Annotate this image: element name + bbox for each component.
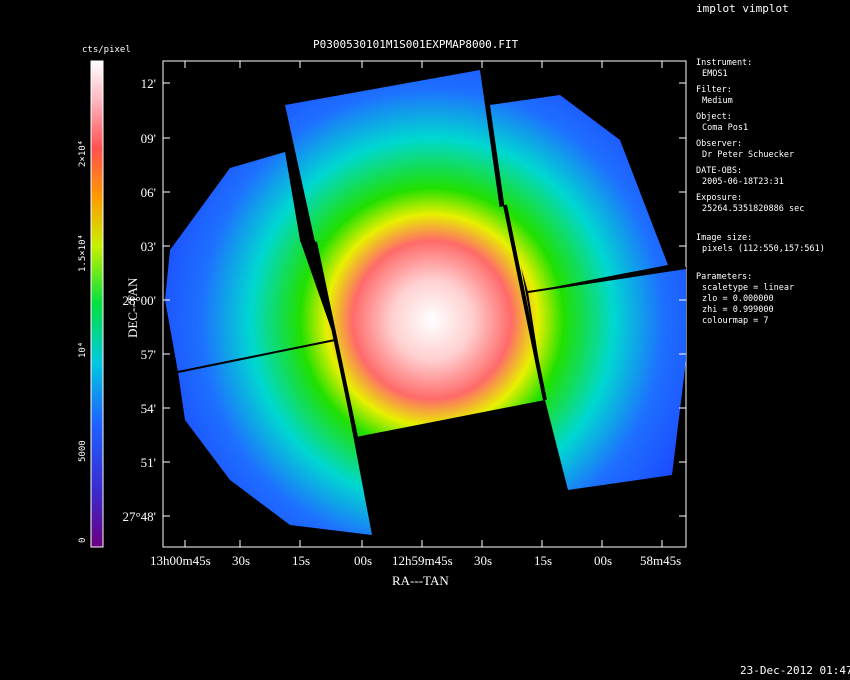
colorbar-unit: cts/pixel bbox=[82, 45, 131, 55]
info-image-size: Image size: pixels (112:550,157:561) bbox=[696, 233, 825, 255]
info-label: Exposure: bbox=[696, 193, 743, 203]
info-label: Image size: bbox=[696, 233, 753, 243]
x-tick-label: 15s bbox=[534, 553, 553, 568]
y-tick-label: 28°00' bbox=[122, 293, 156, 308]
info-label: Object: bbox=[696, 112, 732, 122]
x-tick-label: 00s bbox=[594, 553, 613, 568]
colorbar-tick: 10⁴ bbox=[78, 341, 88, 358]
plot-title: P0300530101M1S001EXPMAP8000.FIT bbox=[313, 38, 519, 51]
window-title: implot vimplot bbox=[696, 2, 789, 15]
colorbar-tick: 2×10⁴ bbox=[78, 139, 88, 167]
x-tick-label: 12h59m45s bbox=[392, 553, 453, 568]
info-value: EMOS1 bbox=[702, 69, 728, 79]
info-parameters: Parameters: scaletype = linear zlo = 0.0… bbox=[696, 272, 794, 327]
y-tick-label: 06' bbox=[140, 185, 156, 200]
info-label: Instrument: bbox=[696, 58, 753, 68]
info-value: Dr Peter Schuecker bbox=[702, 150, 795, 160]
timestamp: 23-Dec-2012 01:47 bbox=[740, 664, 850, 677]
info-label: Observer: bbox=[696, 139, 743, 149]
y-tick-label: 12' bbox=[140, 76, 156, 91]
info-date-obs: DATE-OBS: 2005-06-18T23:31 bbox=[696, 166, 784, 188]
y-tick-label: 03' bbox=[140, 239, 156, 254]
x-ticks bbox=[184, 61, 663, 547]
info-label: Parameters: bbox=[696, 272, 753, 282]
x-axis-label: RA---TAN bbox=[392, 573, 449, 588]
info-instrument: Instrument: EMOS1 bbox=[696, 58, 752, 80]
y-tick-label: 09' bbox=[140, 131, 156, 146]
info-exposure: Exposure: 25264.5351820886 sec bbox=[696, 193, 804, 215]
y-tick-label: 54' bbox=[140, 401, 156, 416]
info-value: Medium bbox=[702, 96, 733, 106]
param-line: scaletype = linear bbox=[702, 283, 795, 293]
info-value: Coma Pos1 bbox=[702, 123, 749, 133]
x-tick-label: 00s bbox=[354, 553, 373, 568]
x-tick-label: 30s bbox=[474, 553, 493, 568]
y-axis-label: DEC--TAN bbox=[125, 277, 140, 338]
colorbar-tick: 5000 bbox=[78, 440, 88, 462]
exposure-map bbox=[165, 70, 686, 535]
x-tick-label: 30s bbox=[232, 553, 251, 568]
info-value: 25264.5351820886 sec bbox=[702, 204, 805, 214]
x-tick-label: 58m45s bbox=[640, 553, 682, 568]
y-ticks bbox=[163, 82, 686, 517]
x-tick-label: 15s bbox=[292, 553, 311, 568]
y-tick-label: 57' bbox=[140, 347, 156, 362]
colorbar bbox=[90, 60, 104, 548]
y-tick-label: 51' bbox=[140, 455, 156, 470]
param-line: colourmap = 7 bbox=[702, 316, 769, 326]
param-line: zlo = 0.000000 bbox=[702, 294, 774, 304]
info-filter: Filter: Medium bbox=[696, 85, 733, 107]
info-label: DATE-OBS: bbox=[696, 166, 743, 176]
param-line: zhi = 0.999000 bbox=[702, 305, 774, 315]
info-observer: Observer: Dr Peter Schuecker bbox=[696, 139, 794, 161]
x-tick-label: 13h00m45s bbox=[150, 553, 211, 568]
info-value: pixels (112:550,157:561) bbox=[702, 244, 825, 254]
y-tick-label: 27°48' bbox=[122, 509, 156, 524]
info-label: Filter: bbox=[696, 85, 732, 95]
info-value: 2005-06-18T23:31 bbox=[702, 177, 784, 187]
colorbar-tick: 0 bbox=[78, 537, 88, 543]
info-object: Object: Coma Pos1 bbox=[696, 112, 748, 134]
colorbar-tick: 1.5×10⁴ bbox=[78, 234, 88, 272]
